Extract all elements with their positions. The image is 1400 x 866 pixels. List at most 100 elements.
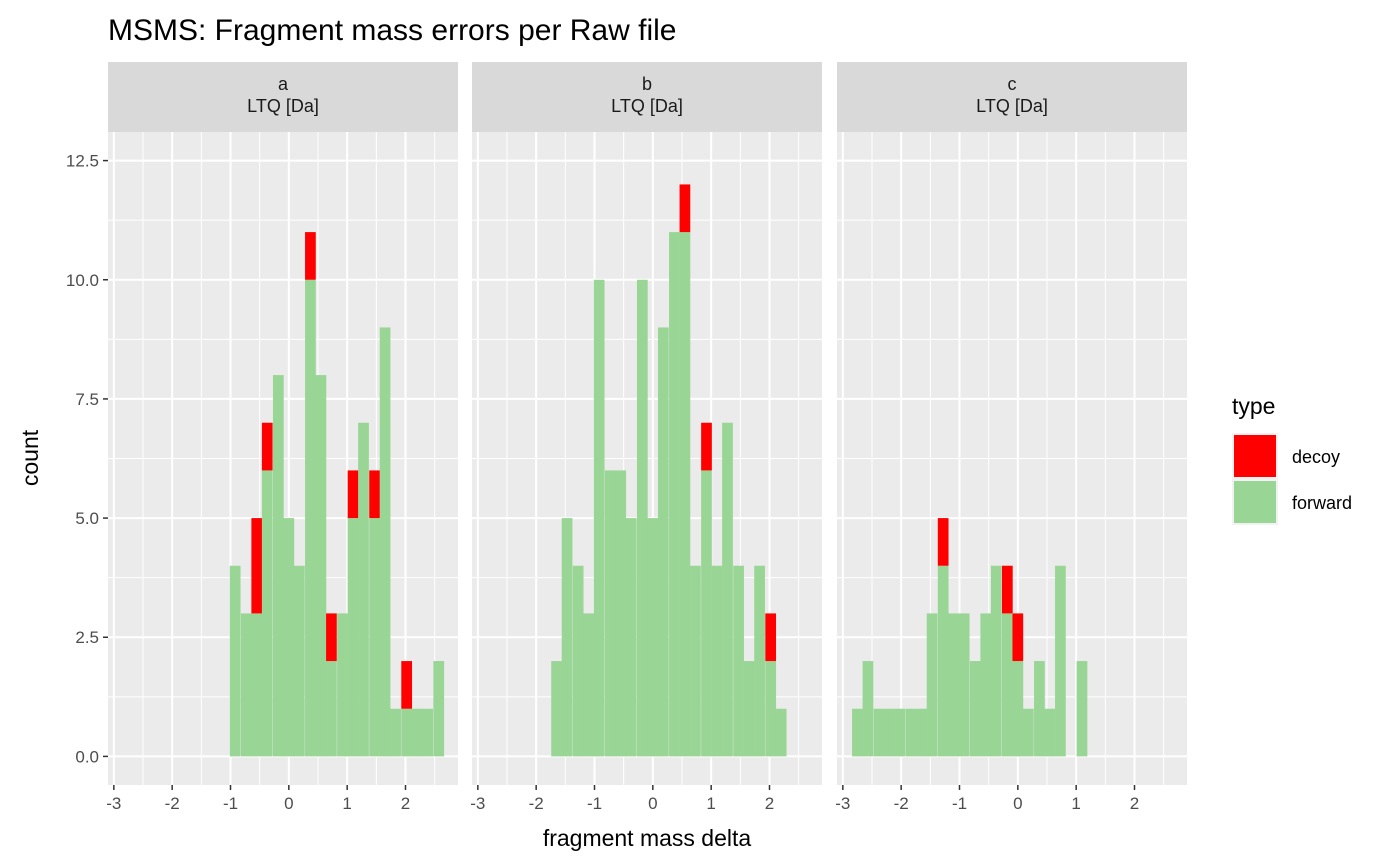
- bar-forward: [315, 375, 327, 757]
- bar-decoy: [679, 184, 691, 233]
- legend-swatch-forward: [1234, 481, 1276, 523]
- y-axis-title: count: [17, 429, 43, 486]
- bar-forward: [765, 661, 777, 757]
- y-tick-label: 0.0: [75, 747, 99, 766]
- bar-forward: [293, 565, 305, 757]
- legend-label-decoy: decoy: [1292, 447, 1340, 467]
- bar-forward: [701, 470, 712, 757]
- strip-label: a: [278, 74, 289, 94]
- bar-decoy: [401, 661, 413, 709]
- bar-decoy: [369, 470, 380, 519]
- bar-forward: [754, 565, 765, 757]
- bar-forward: [593, 279, 605, 757]
- bar-forward: [733, 565, 744, 757]
- x-tick-label: 0: [1013, 794, 1022, 813]
- bar-decoy: [765, 613, 777, 662]
- bar-forward: [958, 613, 970, 757]
- strip-label: b: [642, 74, 652, 94]
- bar-forward: [625, 518, 637, 757]
- strip-label: LTQ [Da]: [976, 96, 1048, 116]
- bar-forward: [711, 565, 723, 757]
- bar-forward: [604, 470, 616, 757]
- x-axis-title: fragment mass delta: [543, 825, 752, 851]
- bar-forward: [980, 613, 992, 757]
- bar-forward: [679, 232, 691, 757]
- bar-forward: [990, 565, 1002, 757]
- bar-forward: [1055, 565, 1066, 757]
- legend-items: decoy forward: [1232, 433, 1352, 525]
- bar-forward: [905, 708, 917, 757]
- bar-forward: [862, 661, 874, 757]
- bar-forward: [379, 327, 391, 757]
- bar-forward: [551, 661, 562, 757]
- bar-forward: [916, 708, 927, 757]
- bar-forward: [636, 279, 648, 757]
- x-tick-label: -1: [587, 794, 602, 813]
- legend-swatch-decoy: [1234, 435, 1276, 477]
- bar-forward: [647, 518, 659, 757]
- x-tick-label: -2: [165, 794, 180, 813]
- x-tick-label: -2: [529, 794, 544, 813]
- bar-forward: [283, 518, 295, 757]
- bar-forward: [422, 708, 434, 757]
- bar-forward: [411, 708, 423, 757]
- bar-forward: [305, 279, 316, 757]
- bar-forward: [572, 565, 584, 757]
- strip-label: LTQ [Da]: [611, 96, 683, 116]
- bar-forward: [240, 613, 252, 757]
- bar-forward: [937, 565, 949, 757]
- bar-forward: [347, 518, 359, 757]
- bar-forward: [669, 232, 680, 757]
- x-tick-label: -3: [835, 794, 850, 813]
- bar-forward: [1044, 708, 1056, 757]
- bar-forward: [251, 613, 263, 757]
- bar-forward: [337, 613, 348, 757]
- x-tick-label: -1: [223, 794, 238, 813]
- x-tick-label: 1: [342, 794, 351, 813]
- x-tick-label: 2: [401, 794, 410, 813]
- bar-forward: [722, 422, 733, 757]
- bar-decoy: [1001, 565, 1013, 614]
- x-tick-label: -2: [894, 794, 909, 813]
- bar-forward: [894, 708, 906, 757]
- strip-background: [837, 62, 1187, 132]
- bar-forward: [743, 661, 755, 757]
- x-tick-label: -3: [470, 794, 485, 813]
- x-tick-label: -1: [952, 794, 967, 813]
- bar-forward: [969, 661, 981, 757]
- bar-forward: [583, 613, 595, 757]
- bar-forward: [1022, 708, 1034, 757]
- bar-forward: [1012, 661, 1024, 757]
- bar-forward: [1076, 661, 1088, 757]
- bar-forward: [873, 708, 885, 757]
- bar-forward: [561, 518, 573, 757]
- y-tick-label: 12.5: [66, 152, 99, 171]
- bar-forward: [229, 565, 241, 757]
- legend: type decoy forward: [1232, 393, 1352, 525]
- bar-forward: [401, 708, 413, 757]
- strip-label: c: [1008, 74, 1017, 94]
- bar-forward: [261, 470, 273, 757]
- bar-forward: [852, 708, 863, 757]
- strip-label: LTQ [Da]: [247, 96, 319, 116]
- bar-forward: [326, 661, 337, 757]
- bar-decoy: [701, 422, 712, 471]
- bar-forward: [948, 613, 960, 757]
- bar-forward: [369, 518, 380, 757]
- y-tick-label: 2.5: [75, 628, 99, 647]
- bar-decoy: [347, 470, 359, 519]
- x-tick-label: 0: [648, 794, 657, 813]
- legend-title: type: [1232, 393, 1275, 419]
- x-tick-label: 1: [1071, 794, 1080, 813]
- bar-decoy: [1012, 613, 1024, 662]
- x-tick-label: -3: [106, 794, 121, 813]
- bar-decoy: [326, 613, 337, 662]
- y-tick-label: 7.5: [75, 390, 99, 409]
- y-tick-label: 10.0: [66, 271, 99, 290]
- bar-forward: [272, 375, 284, 757]
